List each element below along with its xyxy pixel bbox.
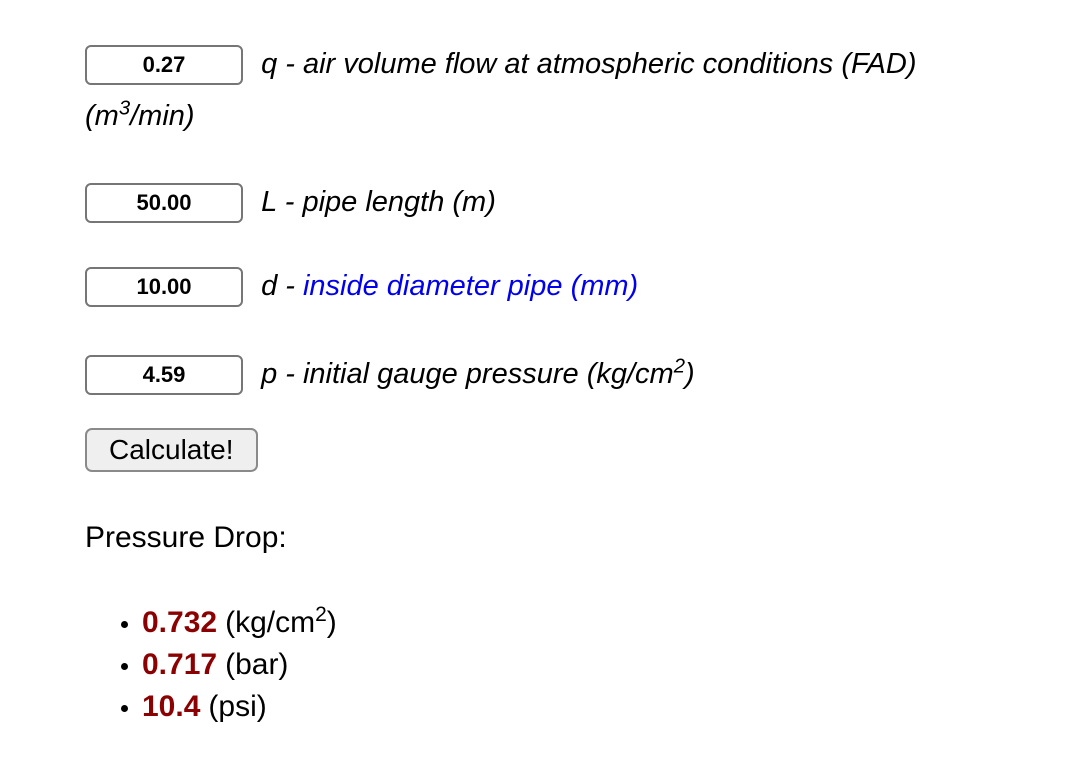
diameter-label-prefix: d - xyxy=(261,270,303,302)
diameter-input[interactable] xyxy=(85,267,243,308)
results-heading: Pressure Drop: xyxy=(85,521,287,554)
result-unit-text: (kg/cm xyxy=(225,606,316,639)
calculate-button[interactable]: Calculate! xyxy=(85,428,258,472)
result-unit: (kg/cm2) xyxy=(225,603,337,639)
result-value: 0.732 xyxy=(142,606,218,639)
result-unit: (bar) xyxy=(225,648,288,681)
result-value: 0.717 xyxy=(142,648,218,681)
result-unit-sup: 2 xyxy=(315,603,327,626)
pressure-label: p - initial gauge pressure (kg/cm2) xyxy=(261,355,695,390)
pipe-length-label: L - pipe length (m) xyxy=(261,186,496,218)
form-row-diameter: d - inside diameter pipe (mm) xyxy=(85,264,1037,308)
pressure-drop-calculator-page: q - air volume flow at atmospheric condi… xyxy=(0,0,1080,728)
length-row-line1: L - pipe length (m) xyxy=(85,183,496,224)
flow-row-line1: q - air volume flow at atmospheric condi… xyxy=(85,45,917,86)
flow-input[interactable] xyxy=(85,45,243,86)
result-unit-suffix: ) xyxy=(326,606,337,639)
results-list: 0.732(kg/cm2) 0.717(bar) 10.4(psi) xyxy=(85,602,1037,728)
result-unit-text: (bar) xyxy=(225,648,289,681)
pressure-label-sup: 2 xyxy=(673,355,685,378)
form-row-flow: q - air volume flow at atmospheric condi… xyxy=(85,42,1037,140)
inside-diameter-link[interactable]: inside diameter pipe (mm) xyxy=(302,270,639,302)
pipe-length-input[interactable] xyxy=(85,183,243,224)
result-unit: (psi) xyxy=(208,690,266,723)
pressure-label-suffix: ) xyxy=(684,358,695,390)
form-row-pressure: p - initial gauge pressure (kg/cm2) xyxy=(85,352,1037,396)
flow-unit-sup: 3 xyxy=(118,97,131,120)
result-unit-text: (psi) xyxy=(208,690,267,723)
pressure-label-text: p - initial gauge pressure (kg/cm xyxy=(261,358,674,390)
diameter-row-line1: d - inside diameter pipe (mm) xyxy=(85,267,639,308)
pressure-input[interactable] xyxy=(85,355,243,396)
flow-unit: (m3/min) xyxy=(85,92,1037,140)
form-row-length: L - pipe length (m) xyxy=(85,180,1037,224)
pressure-row-line1: p - initial gauge pressure (kg/cm2) xyxy=(85,355,695,396)
flow-unit-prefix: (m xyxy=(85,100,119,132)
flow-label: q - air volume flow at atmospheric condi… xyxy=(261,48,917,80)
result-value: 10.4 xyxy=(142,690,201,723)
button-row: Calculate! xyxy=(85,428,1037,472)
result-item-kgcm2: 0.732(kg/cm2) xyxy=(142,602,1037,644)
result-item-psi: 10.4(psi) xyxy=(142,686,1037,728)
flow-unit-suffix: /min) xyxy=(130,100,195,132)
result-item-bar: 0.717(bar) xyxy=(142,644,1037,686)
